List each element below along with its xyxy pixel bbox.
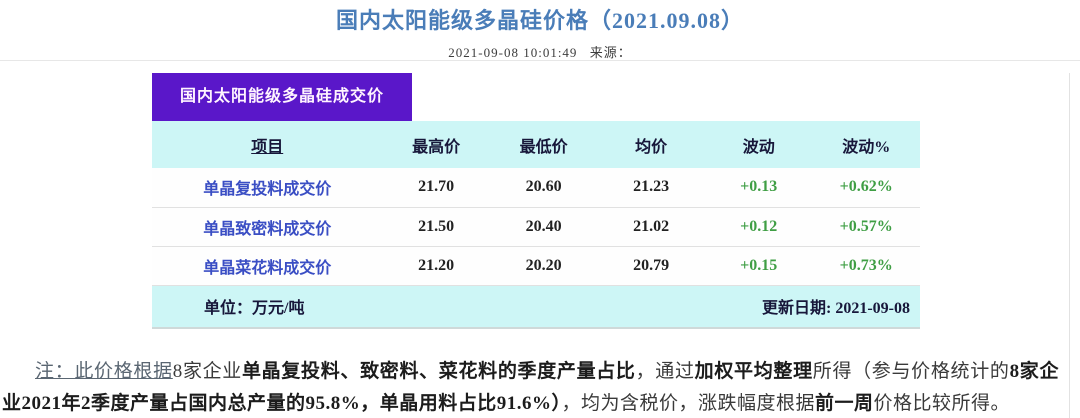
note-segment: 单晶复投料、致密料、菜花料的季度产量占比 [242,361,636,382]
note-segment: ，均为含税价，涨跌幅度根据 [561,393,816,414]
cell-low: 20.20 [525,256,562,274]
note-segment: 价格比较所得。 [873,393,1011,414]
cell-change: +0.12 [740,217,778,235]
table-header-row: 项目 最高价 最低价 均价 波动 波动% [152,121,920,168]
cell-change_pct: +0.62% [839,178,893,196]
note-segment: 加权平均整理 [694,361,813,382]
note-paragraph: 注：此价格根据8家企业单晶复投料、致密料、菜花料的季度产量占比，通过加权平均整理… [2,356,1059,418]
note-segment: 8家企业 [172,361,242,382]
note-segment: 前一周 [815,393,874,414]
col-header-change: 波动 [742,138,775,156]
table-row: 单晶菜花料成交价 21.20 20.20 20.79 +0.15 +0.73% [152,246,920,285]
note-segment: 8家企业2021年2季度产量占国内总产量的95.8%，单晶用料占比91.6%） [2,361,1059,414]
cell-avg: 20.79 [633,256,670,274]
price-table-body: 单晶复投料成交价 21.70 20.60 21.23 +0.13 +0.62% 单晶致密料成… [152,168,920,285]
col-header-high: 最高价 [412,138,461,156]
cell-high: 21.20 [418,256,455,274]
cell-change_pct: +0.73% [839,256,893,274]
note-segment: 注：此价格根据 [35,361,173,382]
price-table-section: 国内太阳能级多晶硅成交价 项目 最高价 最低价 均价 波动 波动% [152,73,920,329]
page-title: 国内太阳能级多晶硅价格（2021.09.08） [335,8,744,33]
col-header-avg: 均价 [635,138,668,156]
cell-high: 21.50 [418,217,455,235]
content-area: 国内太阳能级多晶硅成交价 项目 最高价 最低价 均价 波动 波动% [0,73,1070,418]
table-row: 单晶致密料成交价 21.50 20.40 21.02 +0.12 +0.57% [152,207,920,246]
cell-change_pct: +0.57% [839,217,893,235]
cell-item: 单晶致密料成交价 [203,220,332,238]
cell-low: 20.60 [525,178,562,196]
cell-avg: 21.02 [633,217,670,235]
col-header-item: 项目 [251,138,284,156]
cell-change: +0.15 [740,256,778,274]
table-title-badge: 国内太阳能级多晶硅成交价 [152,73,413,121]
cell-low: 20.40 [525,217,562,235]
cell-change: +0.13 [740,178,778,196]
unit-label: 单位：万元/吨 [204,300,305,318]
update-date: 更新日期: 2021-09-08 [762,300,910,318]
article-header: 国内太阳能级多晶硅价格（2021.09.08） 2021-09-08 10:01… [0,0,1080,61]
table-row: 单晶复投料成交价 21.70 20.60 21.23 +0.13 +0.62% [152,168,920,207]
col-header-low: 最低价 [519,138,568,156]
cell-high: 21.70 [418,178,455,196]
col-header-change-pct: 波动% [842,138,891,156]
table-footer-row: 单位：万元/吨 更新日期: 2021-09-08 [152,285,920,328]
cell-avg: 21.23 [633,178,670,196]
note-segment: 所得（参与价格统计的 [812,361,1010,382]
source-label: 来源： [589,45,632,60]
cell-item: 单晶菜花料成交价 [203,259,332,277]
article-meta: 2021-09-08 10:01:49 来源： [0,42,1080,61]
price-table: 项目 最高价 最低价 均价 波动 波动% 单晶复投料成交价 21.70 20.60 2… [152,121,920,329]
note-segment: ，通过 [635,361,695,382]
publish-time: 2021-09-08 10:01:49 [448,45,578,60]
cell-item: 单晶复投料成交价 [203,181,332,199]
